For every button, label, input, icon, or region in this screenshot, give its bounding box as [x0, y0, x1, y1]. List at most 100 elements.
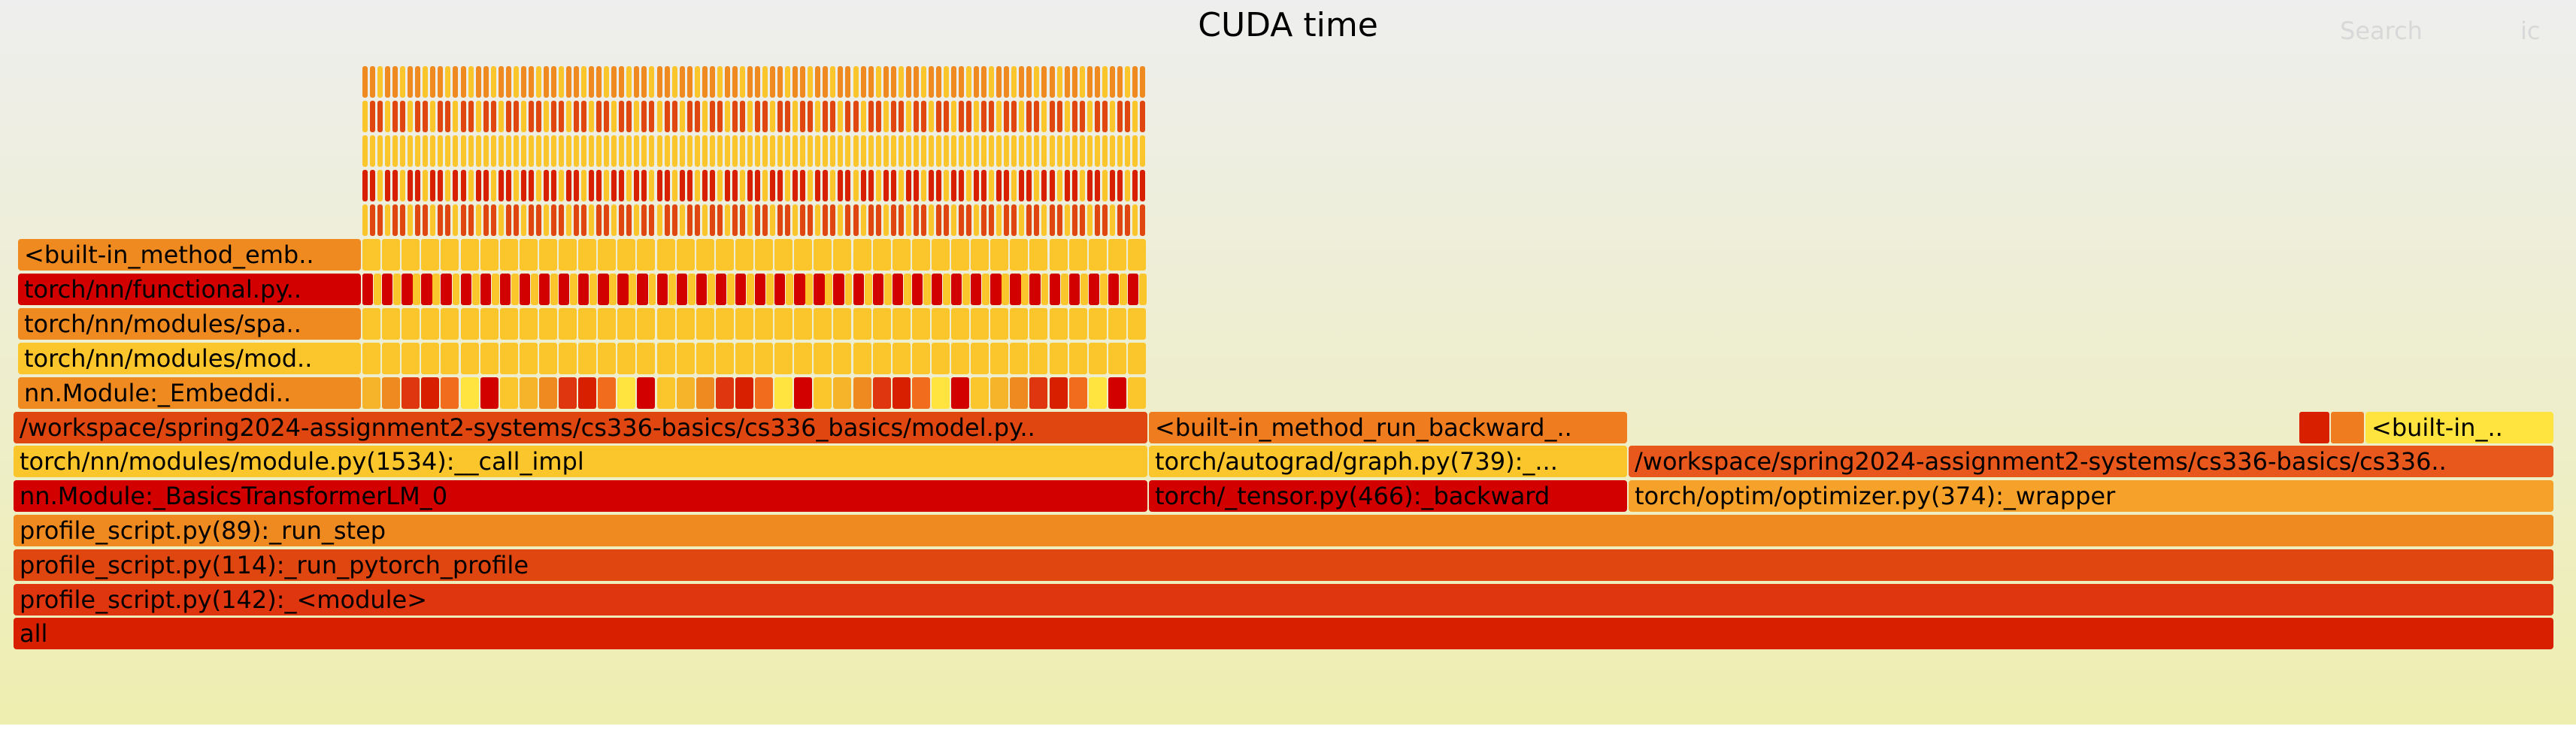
- small-frame[interactable]: [1086, 204, 1093, 236]
- small-frame[interactable]: [864, 274, 872, 305]
- small-frame[interactable]: [777, 170, 783, 201]
- small-frame[interactable]: [441, 377, 459, 409]
- small-frame[interactable]: [543, 101, 549, 132]
- small-frame[interactable]: [1094, 101, 1100, 132]
- small-frame[interactable]: [911, 308, 930, 340]
- small-frame[interactable]: [609, 274, 617, 305]
- small-frame[interactable]: [935, 135, 941, 167]
- small-frame[interactable]: [679, 101, 685, 132]
- small-frame[interactable]: [785, 135, 791, 167]
- small-frame[interactable]: [566, 170, 572, 201]
- small-frame[interactable]: [931, 343, 950, 374]
- small-frame[interactable]: [671, 135, 677, 167]
- small-frame[interactable]: [445, 66, 451, 98]
- small-frame[interactable]: [574, 170, 580, 201]
- small-frame[interactable]: [1049, 377, 1068, 409]
- small-frame[interactable]: [1049, 274, 1060, 305]
- small-frame[interactable]: [794, 343, 813, 374]
- small-frame[interactable]: [574, 204, 580, 236]
- small-frame[interactable]: [696, 377, 714, 409]
- small-frame[interactable]: [656, 274, 668, 305]
- small-frame[interactable]: [913, 66, 919, 98]
- small-frame[interactable]: [664, 101, 670, 132]
- small-frame[interactable]: [1109, 66, 1115, 98]
- small-frame[interactable]: [766, 274, 774, 305]
- small-frame[interactable]: [872, 343, 891, 374]
- small-frame[interactable]: [490, 66, 496, 98]
- small-frame[interactable]: [951, 101, 957, 132]
- small-frame[interactable]: [920, 101, 926, 132]
- small-frame[interactable]: [589, 170, 595, 201]
- small-frame[interactable]: [974, 66, 980, 98]
- small-frame[interactable]: [574, 66, 580, 98]
- small-frame[interactable]: [966, 66, 972, 98]
- frame-embedding-module[interactable]: nn.Module:_Embeddi..: [18, 377, 361, 409]
- small-frame[interactable]: [604, 135, 610, 167]
- small-frame[interactable]: [762, 66, 768, 98]
- small-frame[interactable]: [1071, 101, 1077, 132]
- small-frame[interactable]: [480, 377, 499, 409]
- small-frame[interactable]: [1117, 66, 1123, 98]
- small-frame[interactable]: [808, 204, 814, 236]
- small-frame[interactable]: [709, 170, 715, 201]
- small-frame[interactable]: [762, 101, 768, 132]
- small-frame[interactable]: [1010, 377, 1029, 409]
- small-frame[interactable]: [530, 274, 538, 305]
- small-frame[interactable]: [1071, 204, 1077, 236]
- small-frame[interactable]: [619, 101, 625, 132]
- small-frame[interactable]: [755, 135, 761, 167]
- small-frame[interactable]: [777, 204, 783, 236]
- small-frame[interactable]: [513, 101, 519, 132]
- small-frame[interactable]: [626, 135, 632, 167]
- small-frame[interactable]: [370, 170, 376, 201]
- small-frame[interactable]: [838, 204, 844, 236]
- small-frame[interactable]: [641, 204, 647, 236]
- small-frame[interactable]: [460, 239, 479, 271]
- frame-modules-mod[interactable]: torch/nn/modules/mod..: [18, 343, 361, 374]
- small-frame[interactable]: [1041, 66, 1047, 98]
- small-frame[interactable]: [1071, 66, 1077, 98]
- small-frame[interactable]: [785, 66, 791, 98]
- small-frame[interactable]: [438, 170, 444, 201]
- small-frame[interactable]: [762, 135, 768, 167]
- small-frame[interactable]: [626, 204, 632, 236]
- small-frame[interactable]: [739, 135, 745, 167]
- small-frame[interactable]: [413, 274, 421, 305]
- small-frame[interactable]: [415, 204, 421, 236]
- small-frame[interactable]: [1117, 204, 1123, 236]
- small-frame[interactable]: [626, 101, 632, 132]
- small-frame[interactable]: [538, 377, 557, 409]
- small-frame[interactable]: [634, 204, 640, 236]
- small-frame[interactable]: [421, 377, 440, 409]
- small-frame[interactable]: [432, 274, 441, 305]
- small-frame[interactable]: [402, 239, 420, 271]
- small-frame[interactable]: [715, 308, 734, 340]
- small-frame[interactable]: [951, 135, 957, 167]
- small-frame[interactable]: [1011, 66, 1017, 98]
- small-frame[interactable]: [1010, 274, 1021, 305]
- small-frame[interactable]: [460, 308, 479, 340]
- small-frame[interactable]: [550, 66, 556, 98]
- small-frame[interactable]: [362, 170, 368, 201]
- small-frame[interactable]: [611, 101, 617, 132]
- small-frame[interactable]: [981, 135, 987, 167]
- small-frame[interactable]: [686, 135, 692, 167]
- small-frame[interactable]: [981, 66, 987, 98]
- small-frame[interactable]: [1094, 66, 1100, 98]
- small-frame[interactable]: [1139, 204, 1145, 236]
- small-frame[interactable]: [400, 66, 406, 98]
- small-frame[interactable]: [1102, 170, 1108, 201]
- small-frame[interactable]: [920, 66, 926, 98]
- small-frame[interactable]: [724, 204, 730, 236]
- small-frame[interactable]: [1004, 204, 1010, 236]
- small-frame[interactable]: [755, 274, 766, 305]
- small-frame[interactable]: [415, 170, 421, 201]
- small-frame[interactable]: [966, 135, 972, 167]
- small-frame[interactable]: [374, 274, 382, 305]
- small-frame[interactable]: [1010, 239, 1029, 271]
- small-frame[interactable]: [589, 274, 598, 305]
- small-frame[interactable]: [928, 66, 934, 98]
- small-frame[interactable]: [974, 170, 980, 201]
- small-frame[interactable]: [535, 101, 541, 132]
- small-frame[interactable]: [505, 101, 511, 132]
